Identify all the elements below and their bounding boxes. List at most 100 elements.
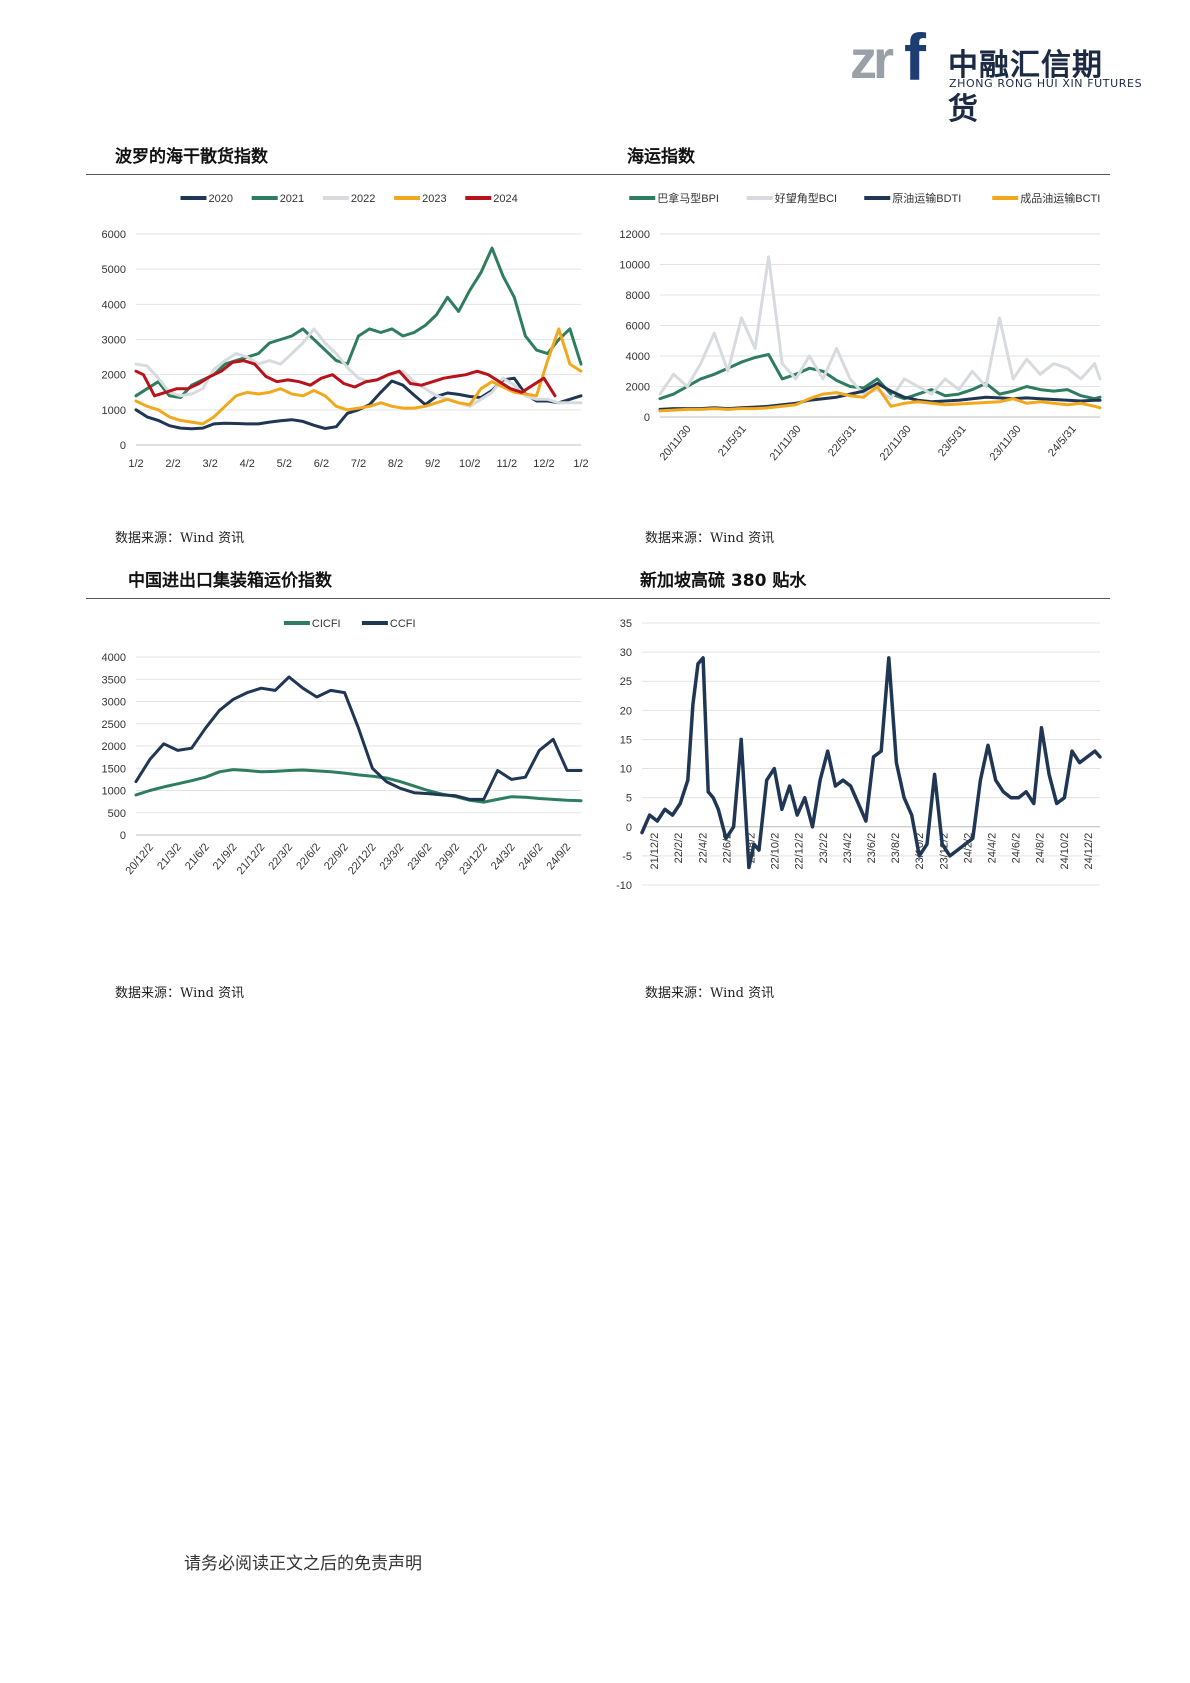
x-tick-label: 22/6/2 [721,833,733,864]
legend-label: CCFI [390,618,416,630]
logo-chinese-name: 中融汇信期货 [948,48,1103,127]
series-line-2 [134,675,583,801]
y-tick-label: 20 [620,705,632,717]
x-tick-label: 23/11/30 [988,423,1024,463]
x-tick-label: 23/6/2 [405,841,434,872]
x-tick-label: 22/10/2 [770,833,782,870]
x-tick-label: 4/2 [240,458,255,470]
y-tick-label: 0 [626,822,632,834]
x-tick-label: 22/3/2 [266,841,295,872]
shipping-source-note: 数据来源：Wind 资讯 [645,531,775,546]
x-tick-label: 23/4/2 [842,833,854,864]
y-tick-label: -10 [616,880,632,892]
x-tick-label: 23/8/2 [890,833,902,864]
logo-english-name: ZHONG RONG HUI XIN FUTURES [949,77,1143,90]
series-line-3 [134,327,583,408]
y-tick-label: 6000 [102,229,126,241]
x-tick-label: 22/12/2 [794,833,806,870]
x-tick-label: 1/2 [128,458,143,470]
x-tick-label: 11/2 [497,458,518,470]
x-tick-label: 6/2 [314,458,329,470]
x-tick-label: 3/2 [203,458,218,470]
bdi-source-note: 数据来源：Wind 资讯 [115,531,245,546]
x-tick-label: 9/2 [425,458,440,470]
svg-text:f: f [904,28,927,90]
x-tick-label: 22/5/31 [826,423,859,459]
shipping-panel-title: 海运指数 [627,147,695,167]
y-tick-label: 5000 [102,264,126,276]
x-tick-label: 22/12/2 [346,841,379,877]
x-tick-label: 21/3/2 [155,841,184,872]
series-line-5 [134,359,557,398]
y-tick-label: 4000 [102,652,126,664]
y-tick-label: 3500 [102,674,126,686]
y-tick-label: 35 [620,618,632,630]
container-chart: 0500100015002000250030003500400020/12/22… [102,618,583,877]
legend-label: 2023 [422,193,446,205]
x-tick-label: 22/6/2 [294,841,323,872]
y-tick-label: 2500 [102,719,126,731]
x-tick-label: 7/2 [351,458,366,470]
y-tick-label: 15 [620,734,632,746]
shipping-chart: 0 2000 4000 6000 8000 10000 12000 20/11/30 21/5/… [619,191,1102,463]
logo-mark-icon: zr f [850,28,927,90]
x-tick-label: 24/3/2 [489,841,518,872]
x-tick-label: 20/12/2 [123,841,156,877]
x-tick-label: 10/2 [459,458,480,470]
y-tick-label: 3000 [102,697,126,709]
y-tick-label: 0 [120,830,126,842]
series-line-4 [658,385,1102,413]
x-tick-label: 21/12/2 [235,841,268,877]
y-tick-label: 10000 [619,260,650,272]
svg-text:zr: zr [850,30,894,90]
y-tick-label: 3000 [102,335,126,347]
legend-label: 巴拿马型BPI [657,191,719,205]
x-tick-label: 24/8/2 [1035,833,1047,864]
legend-label: 好望角型BCI [775,191,837,205]
x-tick-label: 8/2 [388,458,403,470]
y-tick-label: 8000 [626,290,650,302]
x-tick-label: 21/6/2 [183,841,212,872]
x-tick-label: 23/3/2 [378,841,407,872]
x-tick-label: 24/12/2 [1083,833,1095,870]
series-line-1 [640,656,1102,870]
y-tick-label: 2000 [102,741,126,753]
x-tick-label: 23/5/31 [936,423,969,459]
singapore-chart: -10 -5 0 5 10 15 20 25 30 35 21/12/2 22/2/2 22/4/2 22… [616,618,1102,892]
y-tick-label: 2000 [626,382,650,394]
x-tick-label: 22/4/2 [697,833,709,864]
singapore-panel-title: 新加坡高硫 380 贴水 [640,571,807,591]
legend-label: 成品油运输BCTI [1020,191,1100,205]
shipping-title-rule [596,174,1110,175]
x-tick-label: 24/4/2 [987,833,999,864]
x-tick-label: 24/5/31 [1046,423,1079,459]
x-tick-label: 22/2/2 [673,833,685,864]
container-source-note: 数据来源：Wind 资讯 [115,986,245,1001]
legend-label: 2024 [493,193,517,205]
legend-label: CICFI [312,618,341,630]
container-panel-title: 中国进出口集装箱运价指数 [128,571,332,591]
x-tick-label: 24/6/2 [1011,833,1023,864]
y-tick-label: 2000 [102,370,126,382]
container-title-rule [86,598,596,599]
series-line-4 [134,327,583,426]
y-tick-label: 10 [620,764,632,776]
legend-label: 2022 [351,193,375,205]
singapore-source-note: 数据来源：Wind 资讯 [645,986,775,1001]
series-line-1 [134,768,583,804]
y-tick-label: 1000 [102,405,126,417]
x-tick-label: 21/5/31 [716,423,749,459]
x-tick-label: 1/2 [573,458,588,470]
x-tick-label: 22/11/30 [878,423,914,463]
legend-label: 原油运输BDTI [892,191,961,205]
bdi-title-rule [86,174,596,175]
x-tick-label: 23/2/2 [818,833,830,864]
x-tick-label: 20/11/30 [658,423,694,463]
y-tick-label: 1500 [102,763,126,775]
legend-label: 2020 [209,193,233,205]
y-tick-label: -5 [622,851,632,863]
y-tick-label: 5 [626,793,632,805]
y-tick-label: 30 [620,647,632,659]
y-tick-label: 500 [108,808,126,820]
disclaimer-footer: 请务必阅读正文之后的免责声明 [184,1554,422,1574]
